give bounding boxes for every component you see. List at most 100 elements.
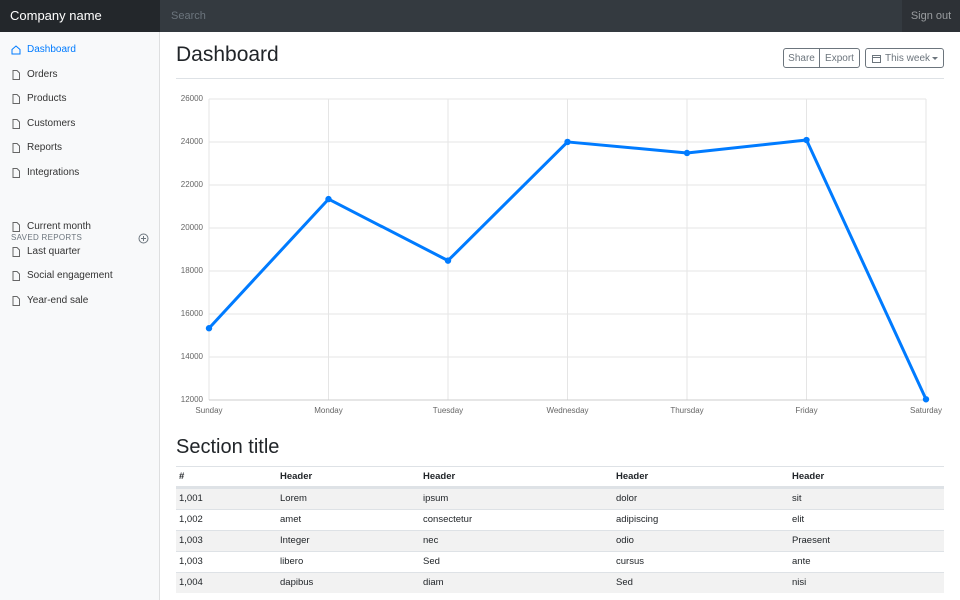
table-row: 1,004 dapibus diam Sed nisi [176,572,944,593]
table-cell: 1,002 [179,514,203,525]
column-header: Header [792,471,825,482]
x-tick-label: Monday [314,406,342,415]
data-point [564,138,571,146]
nav-label: Dashboard [27,44,76,55]
saved-report-link[interactable]: Last quarter [0,241,160,263]
nav-icon [12,271,20,282]
table-cell: 1,001 [179,493,203,504]
data-point [444,257,452,264]
saved-reports-heading: SAVED REPORTS [11,233,83,242]
column-header: Header [423,471,456,482]
table-cell: Praesent [792,535,831,546]
nav-label: Last quarter [27,245,81,257]
table-cell: odio [616,535,634,546]
table-cell: 1,003 [179,535,203,546]
table-cell: dapibus [280,577,314,588]
period-dropdown[interactable]: This week [865,48,944,68]
data-point [922,396,930,403]
saved-report-link[interactable]: Year-end sale [0,290,160,312]
saved-report-link[interactable]: Current month [0,216,160,238]
table-row: 1,003 libero Sed cursus ante [176,551,944,572]
x-tick-label: Wednesday [546,406,588,415]
nav-link[interactable]: Reports [0,137,160,159]
y-tick-label: 26000 [181,94,204,103]
nav-link[interactable]: Integrations [0,162,160,184]
table-cell: sit [792,493,802,504]
table-cell: diam [423,577,444,588]
nav-icon [12,295,20,306]
table-row: 1,002 amet consectetur adipiscing elit [176,509,944,530]
table-cell: amet [280,514,302,525]
y-tick-label: 12000 [181,395,204,404]
y-tick-label: 14000 [181,352,204,361]
table-cell: libero [280,556,304,567]
nav-icon [12,222,20,232]
table-cell: adipiscing [616,514,659,525]
navbar: Company name Search Sign out [0,0,960,32]
table-cell: dolor [616,493,638,504]
brand[interactable]: Company name [0,0,160,32]
icon-shape [12,94,20,105]
x-tick-label: Saturday [910,406,942,415]
column-header: Header [616,471,649,482]
caret [932,57,938,60]
icon-shape [12,118,20,129]
nav-icon [11,45,21,55]
nav-label: Social engagement [27,270,113,282]
add-report-icon[interactable] [138,233,149,244]
x-tick-label: Thursday [670,406,703,415]
section-title: Section title [176,436,280,458]
page-title: Dashboard [176,43,279,66]
nav-link[interactable]: Customers [0,113,160,135]
table-cell: 1,004 [179,577,203,588]
saved-report-link[interactable]: Social engagement [0,265,160,287]
table-cell: ante [792,556,811,567]
y-tick-label: 24000 [181,137,204,146]
x-tick-label: Tuesday [433,406,463,415]
x-tick-label: Friday [795,406,817,415]
nav-label: Products [27,93,67,105]
search-input[interactable]: Search [171,10,206,22]
calendar-icon [872,55,881,63]
sign-out-link[interactable]: Sign out [902,0,960,32]
divider [176,78,944,79]
table-cell: Sed [616,577,633,588]
icon-shape [11,45,21,55]
data-point [683,149,691,157]
nav-icon [12,69,20,80]
nav-label: Customers [27,117,76,129]
share-button[interactable]: Share [783,48,820,68]
nav-label: Integrations [27,167,80,178]
icon-shape [12,168,20,178]
nav-icon [12,143,20,154]
nav-link[interactable]: Dashboard [0,39,160,61]
y-tick-label: 20000 [181,223,204,232]
icon-shape [12,246,20,257]
nav-icon [12,94,20,105]
nav-label: Year-end sale [27,294,89,306]
icon-shape [12,295,20,306]
icon-shape [12,69,20,80]
table-header-row: # Header Header Header Header [176,466,944,488]
table-cell: Sed [423,556,440,567]
table-cell: cursus [616,556,644,567]
period-label: This week [885,53,931,64]
table-cell: nisi [792,577,807,588]
table-cell: nec [423,535,439,546]
table-cell: ipsum [423,493,449,504]
table-cell: consectetur [423,514,473,525]
nav-link[interactable]: Orders [0,64,160,86]
icon-shape [12,143,20,154]
column-header: Header [280,471,313,482]
nav-link[interactable]: Products [0,88,160,110]
chart: 12000 14000 16000 18000 20000 22000 24000 26000… [181,94,942,415]
nav-label: Orders [27,68,58,80]
table-row: 1,001 Lorem ipsum dolor sit [176,488,944,509]
export-button[interactable]: Export [819,48,860,68]
nav-label: Reports [27,142,63,154]
y-tick-label: 16000 [181,309,204,318]
data-point [325,195,332,203]
icon-shape [12,271,20,282]
y-tick-label: 22000 [181,180,204,189]
